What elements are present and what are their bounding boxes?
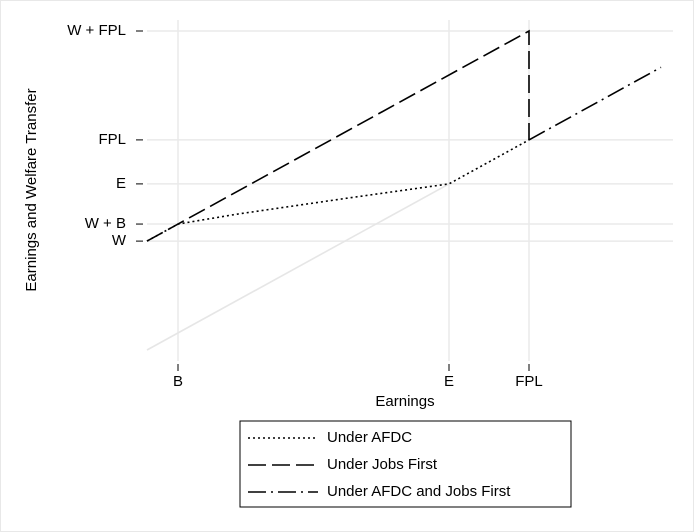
y-tick-label: W: [112, 232, 127, 249]
series-line: [528, 66, 662, 141]
y-tick-label: W + B: [85, 215, 126, 232]
y-axis-label: Earnings and Welfare Transfer: [23, 88, 40, 291]
x-axis-label: Earnings: [375, 393, 434, 410]
x-tick-label: B: [173, 373, 183, 390]
series-line: [146, 139, 530, 242]
y-tick-label: W + FPL: [67, 22, 126, 39]
series-line: [146, 183, 450, 351]
y-tick-label: FPL: [98, 131, 126, 148]
legend-label: Under AFDC and Jobs First: [327, 483, 511, 500]
series-line: [146, 29, 530, 242]
x-tick-label: FPL: [515, 373, 543, 390]
y-tick-label: E: [116, 175, 126, 192]
legend-label: Under AFDC: [327, 429, 412, 446]
x-tick-label: E: [444, 373, 454, 390]
legend-label: Under Jobs First: [327, 456, 438, 473]
